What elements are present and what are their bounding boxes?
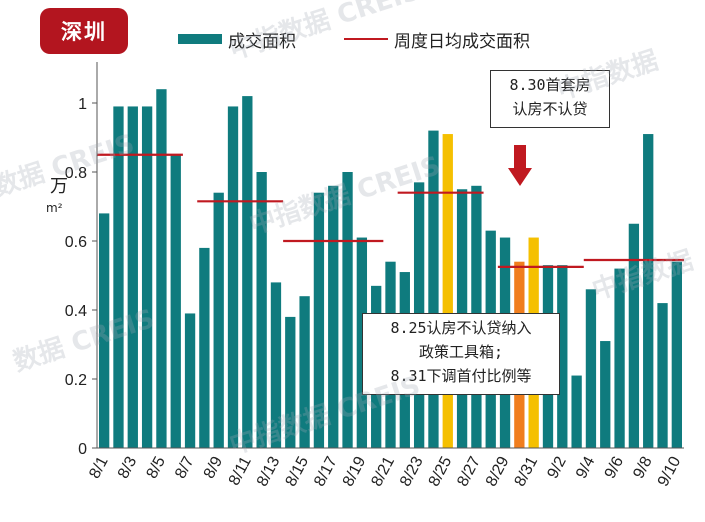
x-tick-label: 8/1 <box>86 454 111 482</box>
x-tick-label: 9/6 <box>602 454 627 482</box>
bar <box>227 106 239 448</box>
y-tick-label: 0.2 <box>65 372 87 389</box>
legend-line: 周度日均成交面积 <box>344 28 530 52</box>
bar <box>600 341 611 448</box>
bar <box>328 185 339 449</box>
bar <box>256 172 267 448</box>
bar <box>557 265 568 448</box>
bar <box>313 192 325 448</box>
x-tick-label: 9/8 <box>630 454 655 482</box>
x-tick-label: 8/27 <box>454 454 484 490</box>
bar <box>671 261 682 448</box>
x-tick-label: 9/10 <box>655 454 685 490</box>
bar <box>270 282 282 448</box>
bar <box>199 247 210 448</box>
bar <box>213 192 224 448</box>
bar <box>184 313 196 448</box>
x-tick-label: 8/7 <box>172 454 197 482</box>
x-tick-label: 8/11 <box>226 454 255 489</box>
x-tick-label: 8/5 <box>144 454 169 482</box>
x-tick-label: 9/2 <box>544 454 569 482</box>
bar <box>242 96 253 448</box>
down-arrow-icon <box>508 145 532 186</box>
bar <box>127 106 138 448</box>
x-tick-label: 8/3 <box>115 454 140 482</box>
bar <box>156 89 167 448</box>
bar <box>356 237 368 448</box>
bar <box>657 303 668 448</box>
bar <box>99 213 110 448</box>
callout-mid-line: 政策工具箱; <box>418 343 504 361</box>
bar <box>113 106 124 448</box>
legend-bar-swatch <box>178 34 222 44</box>
bar <box>571 375 582 448</box>
y-axis-unit: m² <box>46 201 63 215</box>
bar <box>585 289 597 448</box>
bar <box>299 296 310 448</box>
x-tick-label: 8/29 <box>483 454 513 490</box>
y-tick-label: 0.8 <box>65 165 87 182</box>
bar <box>141 106 153 448</box>
x-tick-label: 8/21 <box>368 454 398 490</box>
bar <box>628 223 640 448</box>
y-axis-label: 万 <box>50 176 68 197</box>
x-tick-label: 9/4 <box>573 454 598 482</box>
bar <box>442 134 453 449</box>
callout-mid: 8.25认房不认贷纳入 政策工具箱; 8.31下调首付比例等 <box>362 313 560 395</box>
x-tick-label: 8/23 <box>397 454 427 490</box>
x-tick-label: 8/17 <box>311 454 341 490</box>
bar <box>614 268 625 448</box>
y-tick-label: 0.6 <box>65 234 87 251</box>
city-badge: 深圳 <box>40 8 128 54</box>
callout-mid-line: 8.25认房不认贷纳入 <box>390 319 532 337</box>
bar <box>170 154 181 448</box>
x-tick-label: 8/13 <box>254 454 284 490</box>
callout-top-line: 8.30首套房 <box>509 76 591 94</box>
x-tick-label: 8/9 <box>201 454 226 482</box>
legend-line-swatch <box>344 38 388 40</box>
legend-bar: 成交面积 <box>178 28 296 52</box>
legend-bar-label: 成交面积 <box>228 31 296 52</box>
y-tick-label: 1 <box>78 96 87 113</box>
callout-mid-line: 8.31下调首付比例等 <box>390 367 532 385</box>
bar <box>643 134 654 449</box>
x-tick-label: 8/19 <box>340 454 370 490</box>
callout-top: 8.30首套房 认房不认贷 <box>490 70 610 128</box>
y-tick-label: 0.4 <box>65 303 87 320</box>
x-tick-label: 8/15 <box>282 454 312 490</box>
y-tick-label: 0 <box>78 441 87 458</box>
x-tick-label: 8/31 <box>512 454 542 490</box>
bar <box>342 172 353 448</box>
legend-line-label: 周度日均成交面积 <box>394 31 530 52</box>
bar <box>428 130 439 448</box>
bar <box>285 316 296 448</box>
x-tick-label: 8/25 <box>426 454 456 490</box>
callout-top-line: 认房不认贷 <box>512 100 588 118</box>
